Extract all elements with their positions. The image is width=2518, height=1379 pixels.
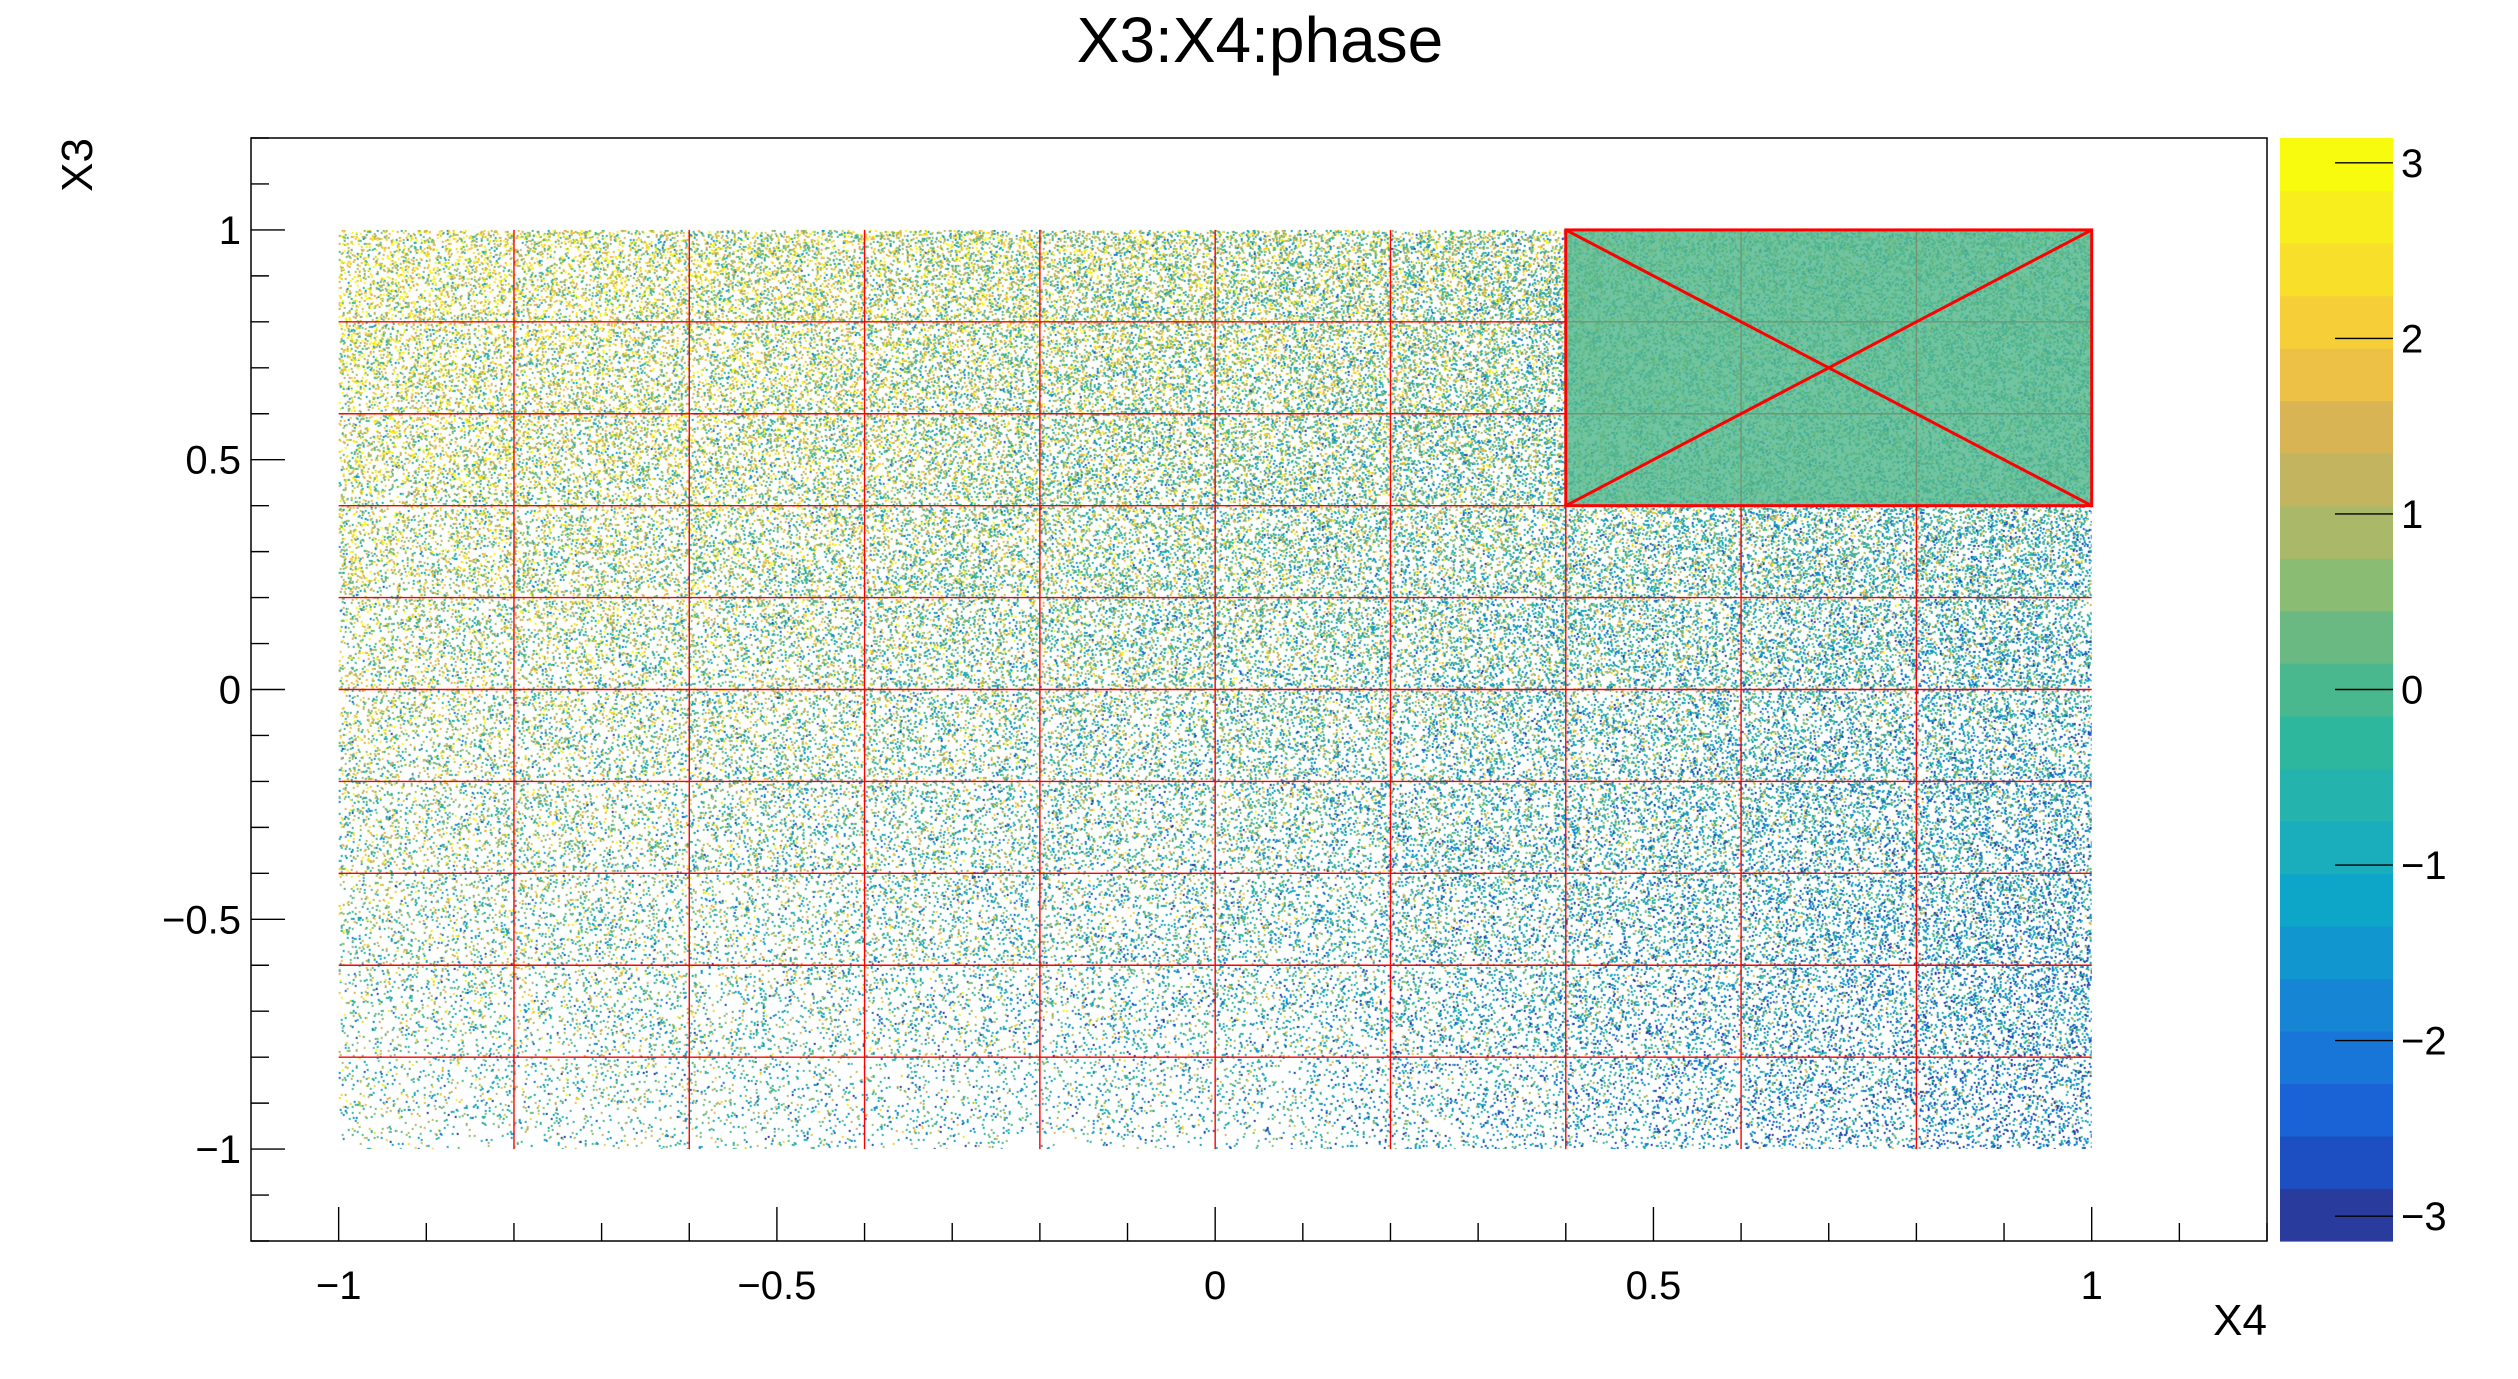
palette-band [2280, 1030, 2393, 1085]
y-axis-label: X3 [53, 138, 102, 192]
y-tick-label: 0 [219, 669, 241, 713]
palette-band [2280, 243, 2393, 297]
palette-band [2280, 558, 2393, 612]
z-tick-label: 0 [2401, 669, 2423, 713]
color-axis: −3 −2 −1 0 1 2 3 [2335, 142, 2447, 1239]
y-tick-label: 1 [219, 209, 241, 253]
palette-band [2280, 715, 2393, 769]
palette-band [2280, 1188, 2393, 1242]
palette-band [2280, 925, 2393, 979]
x-tick-label: −0.5 [737, 1264, 816, 1308]
x-tick-label: 0 [1204, 1264, 1226, 1308]
z-tick-label: −2 [2401, 1020, 2447, 1064]
z-tick-label: 3 [2401, 142, 2423, 186]
y-tick-label: −0.5 [162, 898, 241, 942]
x-tick-label: 0.5 [1626, 1264, 1682, 1308]
y-tick-label: −1 [195, 1128, 241, 1172]
palette-band [2280, 295, 2393, 349]
highlight-box [1564, 228, 2094, 508]
palette-band [2280, 873, 2393, 927]
x-axis-label: X4 [2213, 1296, 2267, 1345]
color-palette [2280, 138, 2393, 1242]
palette-band [2280, 1135, 2393, 1190]
z-tick-label: 1 [2401, 493, 2423, 537]
y-tick-label: 0.5 [185, 439, 241, 483]
highlight-box-diagonal [1565, 228, 2093, 507]
z-tick-label: −1 [2401, 844, 2447, 888]
palette-band [2280, 190, 2393, 244]
z-tick-label: −3 [2401, 1195, 2447, 1239]
highlight-box-outline [1564, 228, 2094, 508]
x-axis: −1 −0.5 0 0.5 1 [316, 1207, 2268, 1308]
palette-band [2280, 610, 2393, 664]
x-tick-label: 1 [2081, 1264, 2103, 1308]
palette-band [2280, 400, 2393, 454]
z-tick-label: 2 [2401, 317, 2423, 361]
y-axis: −1 −0.5 0 0.5 1 [162, 137, 285, 1242]
palette-band [2280, 978, 2393, 1032]
palette-band [2280, 820, 2393, 874]
palette-band [2280, 768, 2393, 822]
x-tick-label: −1 [316, 1264, 362, 1308]
palette-band [2280, 138, 2393, 192]
palette-band [2280, 1083, 2393, 1137]
palette-band [2280, 348, 2393, 402]
chart-title: X3:X4:phase [1077, 4, 1444, 76]
palette-band [2280, 453, 2393, 507]
